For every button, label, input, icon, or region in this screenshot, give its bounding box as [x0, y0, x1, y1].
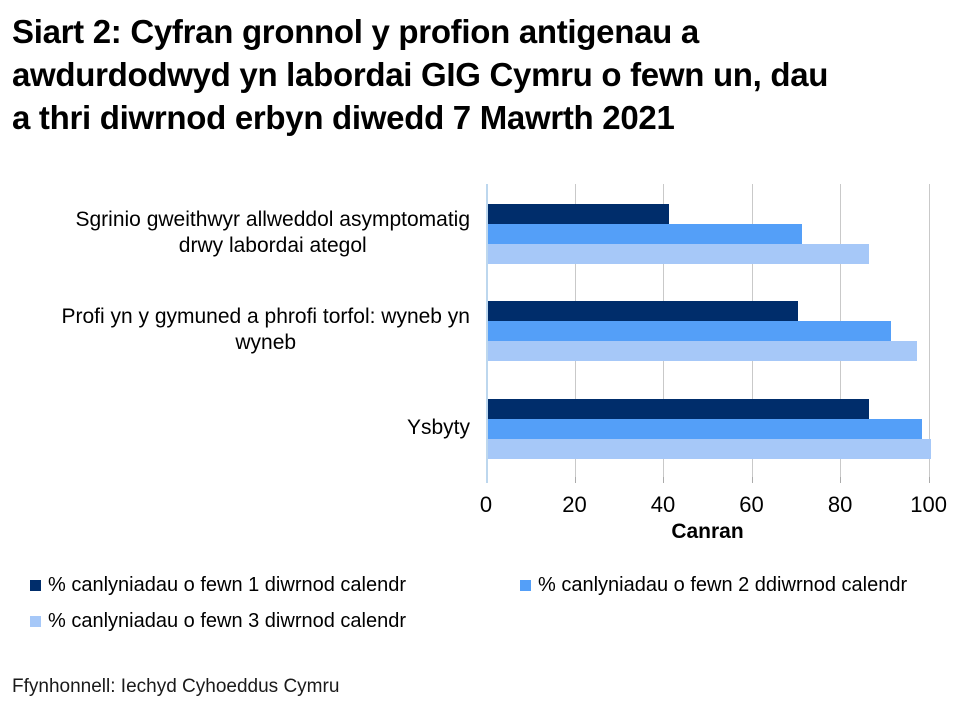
category-label-text: Sgrinio gweithwyr allweddol asymptomatig…: [75, 207, 470, 257]
bar-group: [488, 379, 946, 477]
y-axis-line: [486, 184, 488, 483]
bar: [488, 243, 869, 264]
x-tick: [840, 477, 842, 483]
x-tick-label: 0: [479, 492, 493, 517]
legend-label: % canlyniadau o fewn 1 diwrnod calendr: [48, 574, 406, 596]
bar: [488, 418, 922, 439]
bar: [488, 398, 869, 419]
legend-label: % canlyniadau o fewn 3 diwrnod calendr: [48, 610, 406, 632]
x-tick-label: 60: [739, 492, 764, 517]
bar-group: [488, 282, 946, 380]
bar: [488, 321, 891, 342]
bar: [488, 223, 803, 244]
legend-item: % canlyniadau o fewn 2 ddiwrnod calendr: [520, 574, 907, 597]
legend-swatch-icon: [30, 580, 41, 591]
bars-stack: [488, 398, 931, 459]
x-axis-title: Canran: [671, 520, 744, 543]
chart-title-line-1: Siart 2: Cyfran gronnol y profion antige…: [12, 13, 699, 50]
x-tick: [574, 477, 576, 483]
chart-title-line-2: awdurdodwyd yn labordai GIG Cymru o fewn…: [12, 56, 829, 93]
x-tick-label: 40: [650, 492, 676, 517]
category-label: Sgrinio gweithwyr allweddol asymptomatig…: [0, 184, 470, 282]
legend: % canlyniadau o fewn 1 diwrnod calendr % …: [30, 574, 960, 633]
bar: [488, 203, 670, 224]
x-tick-label: 80: [827, 492, 853, 517]
legend-swatch-icon: [30, 616, 41, 627]
legend-item: % canlyniadau o fewn 1 diwrnod calendr: [30, 574, 520, 597]
category-label: Profi yn y gymuned a phrofi torfol: wyne…: [0, 282, 470, 380]
category-label-text: Profi yn y gymuned a phrofi torfol: wyne…: [61, 305, 470, 355]
x-tick: [663, 477, 665, 483]
x-tick: [928, 477, 930, 483]
chart-title: Siart 2: Cyfran gronnol y profion antige…: [12, 10, 962, 139]
bars-stack: [488, 301, 918, 362]
x-tick: [751, 477, 753, 483]
x-tick-label: 100: [910, 492, 947, 517]
bar-group: [488, 184, 946, 282]
bar: [488, 341, 918, 362]
category-label-text: Ysbyty: [406, 416, 470, 440]
bar: [488, 438, 931, 459]
bars-stack: [488, 203, 869, 264]
gridline-100: [928, 184, 930, 477]
x-tick-label: 20: [562, 492, 587, 517]
legend-swatch-icon: [520, 580, 531, 591]
source-note: Ffynhonnell: Iechyd Cyhoeddus Cymru: [12, 676, 340, 697]
plot-area: [486, 184, 946, 483]
legend-label: % canlyniadau o fewn 2 ddiwrnod calendr: [538, 574, 908, 596]
bar: [488, 301, 798, 322]
chart-title-line-3: a thri diwrnod erbyn diwedd 7 Mawrth 202…: [12, 99, 675, 136]
category-label: Ysbyty: [0, 379, 470, 477]
legend-item: % canlyniadau o fewn 3 diwrnod calendr: [30, 610, 520, 633]
